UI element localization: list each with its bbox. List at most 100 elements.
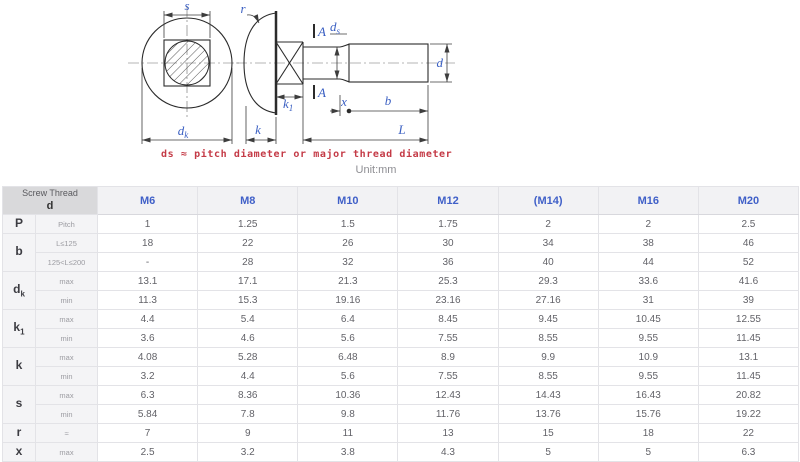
value-cell: 13.1 <box>97 271 199 291</box>
value-cell: 13 <box>397 423 499 443</box>
value-cell: 16.43 <box>597 385 699 405</box>
corner-header-line2: d <box>46 200 54 213</box>
value-cell: 4.4 <box>97 309 199 329</box>
threaded-section <box>348 43 429 83</box>
spec-table: Screw Thread d M6 M8 M10 M12 (M14) M16 M… <box>1 186 800 462</box>
dim-label-k1: k1 <box>283 96 293 113</box>
value-cell: 27.16 <box>497 290 599 310</box>
value-cell: 8.55 <box>497 328 599 348</box>
value-cell: 11.45 <box>697 366 800 386</box>
value-cell: 5.6 <box>297 366 399 386</box>
value-cell: 15.3 <box>197 290 299 310</box>
value-cell: 11 <box>297 423 399 443</box>
header-row: Screw Thread d M6 M8 M10 M12 (M14) M16 M… <box>1 186 800 215</box>
row-sublabel: max <box>34 347 99 367</box>
dim-label-ds: ds <box>330 19 341 36</box>
value-cell: 6.4 <box>297 309 399 329</box>
row-label-x: x <box>2 442 36 462</box>
value-cell: 4.3 <box>397 442 499 462</box>
row-label-k: k <box>2 347 36 386</box>
value-cell: 13.1 <box>697 347 800 367</box>
square-neck-outline <box>163 39 211 87</box>
value-cell: 5 <box>597 442 699 462</box>
value-cell: 30 <box>397 233 499 253</box>
value-cell: 9 <box>197 423 299 443</box>
value-cell: 12.55 <box>697 309 800 329</box>
value-cell: 18 <box>597 423 699 443</box>
value-cell: 8.9 <box>397 347 499 367</box>
value-cell: 32 <box>297 252 399 272</box>
value-cell: 8.55 <box>497 366 599 386</box>
value-cell: 5.84 <box>97 404 199 424</box>
value-cell: 4.08 <box>97 347 199 367</box>
table-row: r ≈ 7 9 11 13 15 18 22 <box>2 423 800 443</box>
table-row: b L≤125 18 22 26 30 34 38 46 <box>2 233 800 272</box>
table-row: min 3.6 4.6 5.6 7.55 8.55 9.55 11.45 <box>3 328 800 348</box>
value-cell: 9.55 <box>597 366 699 386</box>
value-cell: 19.22 <box>697 404 800 424</box>
value-cell: 7.55 <box>397 328 499 348</box>
value-cell: 44 <box>597 252 699 272</box>
value-cell: 5.4 <box>197 309 299 329</box>
table-row: P Pitch 1 1.25 1.5 1.75 2 2 2.5 <box>2 214 800 234</box>
ds-note: ds ≈ pitch diameter or major thread diam… <box>161 149 453 160</box>
value-cell: 20.82 <box>697 385 800 405</box>
dim-label-L: L <box>397 122 405 137</box>
value-cell: 3.2 <box>197 442 299 462</box>
row-sublabel: min <box>34 290 99 310</box>
value-cell: 9.9 <box>497 347 599 367</box>
row-label-b: b <box>2 233 36 272</box>
value-cell: 11.45 <box>697 328 800 348</box>
row-label-dk: dk <box>2 271 36 310</box>
column-header-m20: M20 <box>697 186 800 215</box>
head-outline-circle <box>141 17 233 109</box>
value-cell: 40 <box>497 252 599 272</box>
column-header-m14: (M14) <box>497 186 599 215</box>
value-cell: 2.5 <box>97 442 199 462</box>
value-cell: 18 <box>97 233 199 253</box>
value-cell: 1.25 <box>197 214 299 234</box>
value-cell: 1.75 <box>397 214 499 234</box>
value-cell: 36 <box>397 252 499 272</box>
column-header-m6: M6 <box>97 186 199 215</box>
table-row: k1 max 4.4 5.4 6.4 8.45 9.45 10.45 12.55 <box>2 309 800 348</box>
section-label-a-bottom: A <box>317 85 326 100</box>
value-cell: 1 <box>97 214 199 234</box>
row-sublabel: max <box>34 309 99 329</box>
value-cell: 4.4 <box>197 366 299 386</box>
column-header-m16: M16 <box>597 186 699 215</box>
row-sublabel: Pitch <box>34 214 99 234</box>
value-cell: 13.76 <box>497 404 599 424</box>
value-cell: 52 <box>697 252 800 272</box>
value-cell: 38 <box>597 233 699 253</box>
row-sublabel: max <box>34 385 99 405</box>
row-label-r: r <box>2 423 36 443</box>
corner-header: Screw Thread d <box>1 186 99 215</box>
row-sublabel: L≤125 <box>34 233 99 253</box>
table-row: dk max 13.1 17.1 21.3 25.3 29.3 33.6 41.6 <box>2 271 800 310</box>
dim-label-k: k <box>255 122 261 137</box>
dim-label-r: r <box>240 1 246 16</box>
dim-label-b: b <box>385 93 392 108</box>
square-neck-side <box>275 41 304 85</box>
value-cell: 10.45 <box>597 309 699 329</box>
value-cell: 4.6 <box>197 328 299 348</box>
value-cell: 7.8 <box>197 404 299 424</box>
dim-label-x: x <box>340 94 347 109</box>
table-row: min 5.84 7.8 9.8 11.76 13.76 15.76 19.22 <box>3 404 800 424</box>
value-cell: 28 <box>197 252 299 272</box>
value-cell: 8.45 <box>397 309 499 329</box>
row-label-k1: k1 <box>2 309 36 348</box>
technical-drawing: s dk r <box>0 0 800 186</box>
column-header-m12: M12 <box>397 186 499 215</box>
value-cell: 7.55 <box>397 366 499 386</box>
value-cell: 10.9 <box>597 347 699 367</box>
value-cell: 6.3 <box>97 385 199 405</box>
table-row: x max 2.5 3.2 3.8 4.3 5 5 6.3 <box>2 442 800 462</box>
value-cell: 31 <box>597 290 699 310</box>
value-cell: 34 <box>497 233 599 253</box>
value-cell: 8.36 <box>197 385 299 405</box>
table-row: 125<L≤200 -28 32 36 40 44 52 <box>3 252 800 272</box>
value-cell: 6.3 <box>697 442 800 462</box>
